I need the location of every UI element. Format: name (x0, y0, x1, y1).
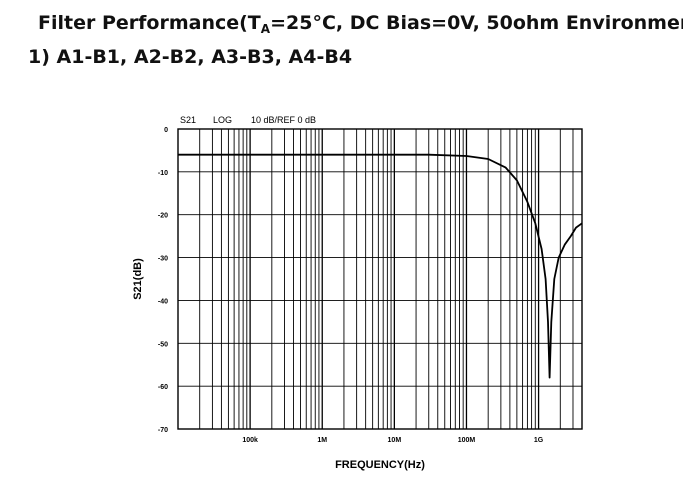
y-tick-label: -20 (158, 213, 168, 220)
x-tick-label: 1G (534, 437, 544, 444)
y-tick-label: -50 (158, 341, 168, 348)
page-title: Filter Performance(TA=25°C, DC Bias=0V, … (38, 12, 683, 36)
x-tick-label: 100k (242, 437, 258, 444)
x-axis-label: FREQUENCY(Hz) (335, 459, 425, 471)
title-prefix: Filter Performance(T (38, 12, 261, 34)
series-layer (178, 153, 583, 379)
title-suffix: =25°C, DC Bias=0V, 50ohm Environment) (270, 12, 683, 34)
y-tick-label: -70 (158, 427, 168, 434)
y-tick-label: -40 (158, 298, 168, 305)
x-tick-label: 100M (458, 437, 476, 444)
x-tick-label: 10M (388, 437, 402, 444)
y-tick-label: -10 (158, 170, 168, 177)
series-line (178, 153, 583, 379)
y-tick-label: -30 (158, 256, 168, 263)
title-subscript: A (260, 22, 271, 36)
chart-header-format: LOG (213, 115, 232, 125)
y-tick-labels: 0 -10 -20 -30 -40 -50 -60 -70 (158, 127, 168, 434)
grid-layer (178, 129, 582, 429)
plot-frame (177, 128, 583, 430)
y-tick-label: -60 (158, 384, 168, 391)
x-tick-label: 1M (317, 437, 327, 444)
chart-header-scale: 10 dB/REF 0 dB (251, 115, 316, 125)
x-tick-labels: 100k 1M 10M 100M 1G (242, 437, 543, 444)
y-tick-label: 0 (164, 127, 168, 134)
y-axis-label: S21(dB) (132, 258, 144, 300)
chart-header-trace: S21 (180, 115, 196, 125)
page-subtitle: 1) A1-B1, A2-B2, A3-B3, A4-B4 (28, 46, 353, 68)
